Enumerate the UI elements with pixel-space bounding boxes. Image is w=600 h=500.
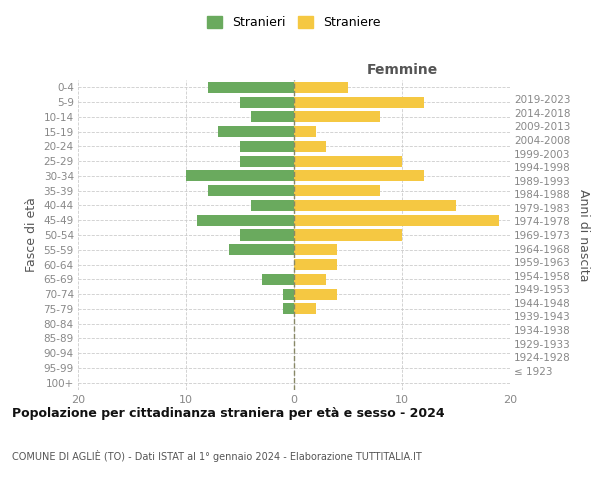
- Bar: [240, 156, 294, 166]
- Legend: Stranieri, Straniere: Stranieri, Straniere: [202, 11, 386, 34]
- Bar: [294, 156, 402, 166]
- Bar: [294, 230, 402, 240]
- Bar: [294, 126, 316, 137]
- Bar: [197, 214, 294, 226]
- Bar: [294, 244, 337, 256]
- Bar: [186, 170, 294, 181]
- Bar: [283, 288, 294, 300]
- Bar: [294, 288, 337, 300]
- Bar: [240, 96, 294, 108]
- Bar: [208, 185, 294, 196]
- Bar: [262, 274, 294, 285]
- Bar: [283, 304, 294, 314]
- Text: Femmine: Femmine: [367, 63, 437, 77]
- Bar: [294, 185, 380, 196]
- Bar: [251, 112, 294, 122]
- Bar: [294, 259, 337, 270]
- Bar: [218, 126, 294, 137]
- Bar: [240, 230, 294, 240]
- Bar: [294, 274, 326, 285]
- Text: Popolazione per cittadinanza straniera per età e sesso - 2024: Popolazione per cittadinanza straniera p…: [12, 408, 445, 420]
- Bar: [294, 96, 424, 108]
- Bar: [294, 304, 316, 314]
- Y-axis label: Fasce di età: Fasce di età: [25, 198, 38, 272]
- Bar: [294, 214, 499, 226]
- Bar: [229, 244, 294, 256]
- Y-axis label: Anni di nascita: Anni di nascita: [577, 188, 590, 281]
- Bar: [251, 200, 294, 211]
- Bar: [294, 82, 348, 93]
- Bar: [208, 82, 294, 93]
- Bar: [294, 170, 424, 181]
- Bar: [294, 112, 380, 122]
- Bar: [294, 141, 326, 152]
- Bar: [294, 200, 456, 211]
- Text: COMUNE DI AGLIÈ (TO) - Dati ISTAT al 1° gennaio 2024 - Elaborazione TUTTITALIA.I: COMUNE DI AGLIÈ (TO) - Dati ISTAT al 1° …: [12, 450, 422, 462]
- Bar: [240, 141, 294, 152]
